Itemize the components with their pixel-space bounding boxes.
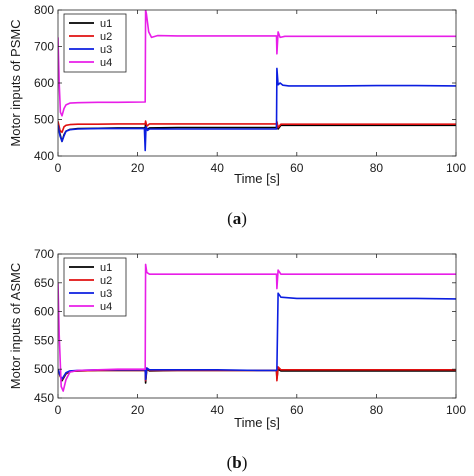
chart-panel-2: 0 20 40 60 80 100 450 500 550 600 650 700 Time [s] Mo… <box>8 247 466 472</box>
y-tick-label: 700 <box>34 247 54 261</box>
x-tick-label: 80 <box>370 161 384 175</box>
series-line-u4 <box>58 10 456 117</box>
x-tick-label: 20 <box>131 161 145 175</box>
caption-open: ( <box>227 209 233 228</box>
x-tick-label: 40 <box>211 403 225 417</box>
caption-letter: b <box>232 453 241 472</box>
y-tick-label: 550 <box>34 333 54 347</box>
y-tick-label: 600 <box>34 76 54 90</box>
x-tick-label: 40 <box>211 161 225 175</box>
x-tick-label: 100 <box>446 403 466 417</box>
series-line-u3 <box>58 292 456 381</box>
series-line-u2 <box>58 120 456 134</box>
x-tick-label: 20 <box>131 403 145 417</box>
caption-open: ( <box>227 453 233 472</box>
panel-caption: (a) <box>227 209 247 228</box>
legend-label-u4: u4 <box>100 57 112 69</box>
caption-letter: a <box>233 209 242 228</box>
series-group <box>58 263 456 392</box>
y-axis-label: Motor inputs of ASMC <box>8 263 23 389</box>
x-tick-label: 80 <box>370 403 384 417</box>
legend-label-u3: u3 <box>100 44 112 56</box>
y-tick-label: 600 <box>34 305 54 319</box>
x-tick-label: 0 <box>55 161 62 175</box>
caption-close: ) <box>242 453 248 472</box>
legend-label-u2: u2 <box>100 275 112 287</box>
y-tick-label: 800 <box>34 3 54 17</box>
x-axis-label: Time [s] <box>234 171 280 186</box>
y-tick-label: 500 <box>34 362 54 376</box>
x-tick-label: 60 <box>290 403 304 417</box>
caption-close: ) <box>241 209 247 228</box>
y-tick-label: 500 <box>34 113 54 127</box>
panel-caption: (b) <box>227 453 248 472</box>
legend-label-u1: u1 <box>100 18 112 30</box>
legend-label-u3: u3 <box>100 288 112 300</box>
series-line-u4 <box>58 263 456 392</box>
y-tick-label: 450 <box>34 391 54 405</box>
series-group <box>58 10 456 152</box>
series-line-u3 <box>58 67 456 152</box>
chart-panel-1: 0 20 40 60 80 100 400 500 600 700 800 Time [s] Motor… <box>8 3 466 228</box>
x-axis-label: Time [s] <box>234 415 280 430</box>
x-tick-label: 60 <box>290 161 304 175</box>
legend-label-u4: u4 <box>100 301 112 313</box>
axes-frame <box>57 253 457 399</box>
y-tick-label: 400 <box>34 149 54 163</box>
legend-label-u1: u1 <box>100 262 112 274</box>
y-axis-label: Motor inputs of PSMC <box>8 19 23 146</box>
x-tick-label: 100 <box>446 161 466 175</box>
y-tick-label: 700 <box>34 40 54 54</box>
x-tick-label: 0 <box>55 403 62 417</box>
y-tick-label: 650 <box>34 276 54 290</box>
legend-label-u2: u2 <box>100 31 112 43</box>
